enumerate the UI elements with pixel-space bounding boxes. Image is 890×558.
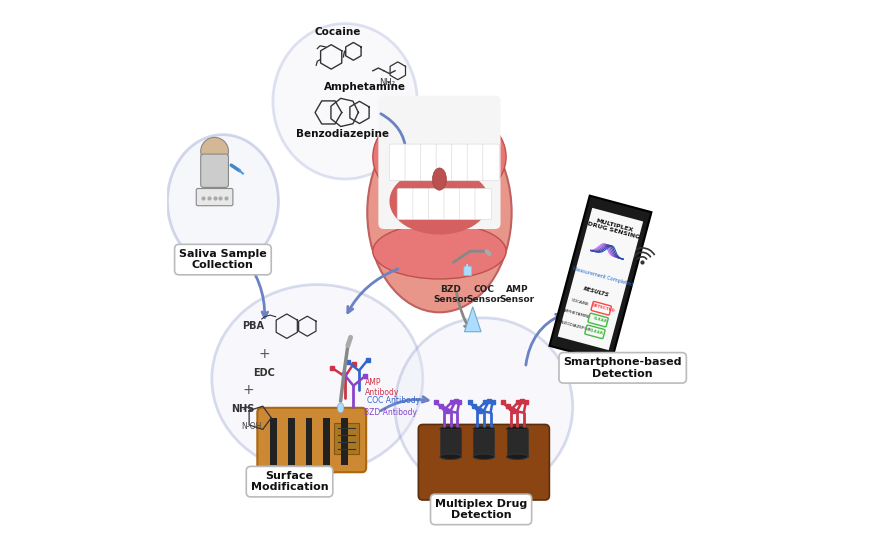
Text: Cocaine: Cocaine: [315, 27, 361, 37]
FancyBboxPatch shape: [257, 408, 366, 472]
Ellipse shape: [425, 185, 453, 201]
FancyBboxPatch shape: [418, 425, 549, 500]
Text: +: +: [259, 347, 271, 361]
Text: AMP
Sensor: AMP Sensor: [499, 285, 535, 304]
Ellipse shape: [373, 223, 506, 279]
Text: MULTIPLEX
DRUG SENSING: MULTIPLEX DRUG SENSING: [587, 216, 642, 240]
Ellipse shape: [473, 426, 495, 432]
Polygon shape: [465, 307, 481, 332]
Text: CLEAR: CLEAR: [592, 316, 608, 324]
FancyBboxPatch shape: [390, 144, 406, 181]
FancyBboxPatch shape: [482, 144, 499, 181]
FancyBboxPatch shape: [413, 189, 430, 220]
Text: DETECTED: DETECTED: [591, 304, 615, 314]
Text: BENZODIAZEPINE: BENZODIAZEPINE: [555, 319, 592, 333]
Ellipse shape: [395, 318, 572, 496]
Ellipse shape: [212, 285, 423, 473]
Text: N-OH: N-OH: [241, 422, 262, 431]
Ellipse shape: [506, 454, 528, 459]
Bar: [323, 418, 330, 465]
Ellipse shape: [368, 112, 512, 312]
Bar: [341, 418, 348, 465]
Ellipse shape: [440, 426, 461, 432]
Text: COCAINE: COCAINE: [570, 298, 589, 306]
Ellipse shape: [433, 168, 447, 190]
Text: Multiplex Drug
Detection: Multiplex Drug Detection: [435, 499, 527, 520]
Ellipse shape: [337, 403, 344, 413]
Text: Amphetamine: Amphetamine: [323, 82, 406, 92]
Text: +: +: [242, 383, 254, 397]
Text: RESULTS: RESULTS: [582, 286, 610, 298]
FancyBboxPatch shape: [444, 189, 460, 220]
Polygon shape: [558, 208, 643, 350]
Text: BZD Antibody: BZD Antibody: [365, 408, 417, 417]
Text: NHS: NHS: [231, 405, 254, 415]
Bar: [334, 424, 359, 454]
Ellipse shape: [273, 23, 417, 179]
Text: AMP
Antibody: AMP Antibody: [365, 378, 399, 397]
Text: AMPHETAMINE: AMPHETAMINE: [562, 308, 592, 320]
FancyBboxPatch shape: [397, 189, 414, 220]
Bar: [287, 418, 295, 465]
FancyBboxPatch shape: [201, 154, 229, 187]
Text: COC
Sensor: COC Sensor: [466, 285, 501, 304]
Bar: [473, 429, 495, 456]
Text: Measurement Completed: Measurement Completed: [571, 266, 633, 287]
Text: COC Antibody: COC Antibody: [368, 396, 420, 405]
Text: PBA: PBA: [242, 321, 264, 331]
Text: Surface
Modification: Surface Modification: [251, 471, 328, 493]
Circle shape: [201, 137, 229, 165]
FancyBboxPatch shape: [421, 144, 437, 181]
Bar: [305, 418, 312, 465]
FancyBboxPatch shape: [464, 266, 472, 276]
Ellipse shape: [373, 107, 506, 207]
FancyBboxPatch shape: [459, 189, 476, 220]
FancyBboxPatch shape: [405, 144, 422, 181]
Ellipse shape: [390, 168, 490, 234]
Ellipse shape: [442, 193, 470, 210]
Ellipse shape: [473, 454, 495, 459]
Text: Smartphone-based
Detection: Smartphone-based Detection: [563, 357, 682, 379]
Text: BZD
Sensor: BZD Sensor: [433, 285, 468, 304]
Bar: [506, 429, 528, 456]
Text: EDC: EDC: [254, 368, 276, 378]
Bar: [440, 429, 461, 456]
Polygon shape: [549, 196, 651, 362]
FancyBboxPatch shape: [451, 144, 468, 181]
Ellipse shape: [409, 193, 437, 210]
Bar: [270, 418, 277, 465]
Text: CLEAR: CLEAR: [589, 328, 604, 336]
Ellipse shape: [440, 454, 461, 459]
Text: Benzodiazepine: Benzodiazepine: [296, 129, 389, 139]
Text: NH₂: NH₂: [379, 78, 394, 87]
FancyBboxPatch shape: [467, 144, 484, 181]
FancyBboxPatch shape: [436, 144, 453, 181]
Ellipse shape: [506, 426, 528, 432]
Ellipse shape: [167, 134, 279, 268]
FancyBboxPatch shape: [428, 189, 445, 220]
Text: Saliva Sample
Collection: Saliva Sample Collection: [179, 249, 267, 271]
FancyBboxPatch shape: [378, 96, 500, 229]
FancyBboxPatch shape: [475, 189, 491, 220]
FancyBboxPatch shape: [197, 189, 233, 206]
